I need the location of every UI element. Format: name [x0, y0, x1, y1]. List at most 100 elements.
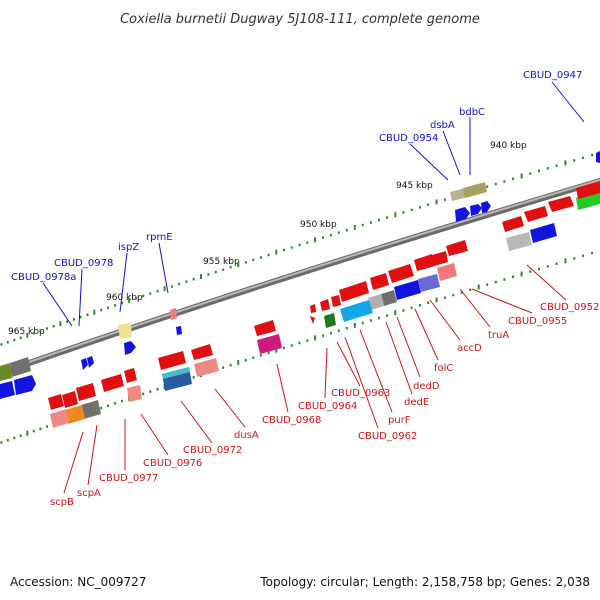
- label-cbud-0977[interactable]: CBUD_0977: [99, 473, 158, 484]
- gene-cbud-0947[interactable]: [596, 151, 600, 163]
- gene-dedd[interactable]: [388, 264, 414, 283]
- gene-scpb-pink[interactable]: [50, 409, 69, 428]
- gene-folc[interactable]: [414, 254, 435, 271]
- callout-cbud-0962: [344, 336, 379, 429]
- label-folc[interactable]: folC: [434, 363, 453, 374]
- gene-cbud-0962[interactable]: [340, 300, 373, 322]
- gene-cbud-0965[interactable]: [310, 304, 316, 313]
- label-cbud-0954[interactable]: CBUD_0954: [379, 133, 438, 144]
- gene-cbud-0950[interactable]: [576, 191, 600, 210]
- scale-tick: [469, 288, 472, 292]
- gene-cbud-0978[interactable]: [124, 341, 136, 355]
- label-dsba[interactable]: dsbA: [430, 120, 455, 131]
- gene-cbud-0955-blue[interactable]: [530, 223, 557, 243]
- label-cbud-0976[interactable]: CBUD_0976: [143, 458, 202, 469]
- label-rpme[interactable]: rpmE: [146, 232, 173, 243]
- label-scpa[interactable]: scpA: [77, 488, 101, 499]
- label-cbud-0962[interactable]: CBUD_0962: [358, 431, 417, 442]
- label-accd[interactable]: accD: [457, 343, 482, 354]
- scale-tick: [314, 335, 317, 341]
- gene-cbud-0964-green[interactable]: [324, 313, 336, 328]
- gene-cbud-0982-blue[interactable]: [14, 375, 36, 395]
- gene-cbud-0977[interactable]: [101, 374, 124, 392]
- scale-tick: [460, 291, 463, 294]
- gene-cbud-0976-pink[interactable]: [127, 385, 142, 402]
- gene-cbud-0980-grey[interactable]: [10, 357, 31, 377]
- label-cbud-0947[interactable]: CBUD_0947: [523, 70, 582, 81]
- scale-tick: [410, 306, 413, 310]
- label-cbud-0968[interactable]: CBUD_0968: [262, 415, 321, 426]
- label-trua[interactable]: truA: [488, 330, 509, 341]
- gene-cbud-0968-pink[interactable]: [257, 334, 282, 354]
- label-cbud-0978[interactable]: CBUD_0978: [54, 258, 113, 269]
- gene-cbud-0972-bar2[interactable]: [162, 367, 190, 379]
- label-ispz[interactable]: ispZ: [118, 242, 139, 253]
- gene-cbud-0954-top[interactable]: [463, 182, 487, 198]
- scale-tick: [546, 265, 549, 268]
- gene-cbud-0981-blue[interactable]: [0, 381, 15, 399]
- gene-bdbc[interactable]: [470, 204, 482, 216]
- gene-dusa-pink[interactable]: [194, 358, 219, 377]
- scale-tick: [386, 216, 389, 219]
- gene-cbud-0978a[interactable]: [81, 358, 88, 370]
- gene-purf-grey[interactable]: [368, 294, 384, 310]
- gene-accd[interactable]: [432, 251, 448, 266]
- label-cbud-0955[interactable]: CBUD_0955: [508, 316, 567, 327]
- scale-tick: [378, 316, 380, 320]
- gene-accd-alt[interactable]: [437, 263, 457, 281]
- scale-tick: [443, 296, 446, 299]
- gene-purf[interactable]: [339, 281, 369, 302]
- label-dedd[interactable]: dedD: [413, 381, 440, 392]
- callout-purf: [359, 329, 393, 413]
- scale-tick: [361, 223, 364, 227]
- gene-ispz[interactable]: [118, 323, 132, 339]
- gene-cbud-0972[interactable]: [158, 351, 186, 370]
- label-purf[interactable]: purF: [388, 415, 411, 426]
- label-scpb[interactable]: scpB: [50, 497, 74, 508]
- label-cbud-0963[interactable]: CBUD_0963: [331, 388, 390, 399]
- label-dusa[interactable]: dusA: [234, 430, 259, 441]
- gene-cbud-0976[interactable]: [124, 368, 137, 383]
- scale-tick: [322, 236, 324, 239]
- gene-dede-grey[interactable]: [381, 290, 397, 306]
- gene-cbud-0953r[interactable]: [502, 216, 524, 232]
- gene-folc-blue[interactable]: [418, 274, 440, 292]
- gene-trua[interactable]: [446, 240, 468, 256]
- gene-dsba[interactable]: [455, 207, 470, 222]
- gene-cbud-0979[interactable]: [48, 394, 64, 410]
- gene-dede[interactable]: [370, 273, 389, 290]
- gene-scpb[interactable]: [62, 391, 78, 408]
- gene-cbud-0968[interactable]: [254, 320, 276, 336]
- gene-scpa[interactable]: [76, 383, 96, 401]
- gene-cbud-0949[interactable]: [576, 181, 600, 199]
- label-cbud-0978a[interactable]: CBUD_0978a: [11, 272, 76, 283]
- scale-tick: [163, 286, 166, 292]
- label-cbud-0964[interactable]: CBUD_0964: [298, 401, 357, 412]
- label-bdbc[interactable]: bdbC: [459, 107, 485, 118]
- gene-cbud-0955-body[interactable]: [506, 232, 532, 251]
- callout-cbud-0968: [276, 363, 289, 413]
- gene-rpme[interactable]: [170, 308, 177, 320]
- gene-cbud-0952[interactable]: [524, 206, 548, 222]
- gene-cbud-0964[interactable]: [320, 299, 330, 311]
- gene-cbud-0966[interactable]: [310, 316, 315, 324]
- gene-dedd-blue[interactable]: [394, 280, 421, 300]
- label-dede[interactable]: dedE: [404, 397, 429, 408]
- gene-scpa-grey[interactable]: [81, 400, 101, 419]
- gene-cbud-0978b[interactable]: [87, 356, 94, 368]
- label-cbud-0972[interactable]: CBUD_0972: [183, 445, 242, 456]
- gene-cbud-0951[interactable]: [548, 196, 574, 212]
- scale-tick: [314, 237, 317, 243]
- scale-tick: [6, 439, 9, 442]
- gene-cbud-0975[interactable]: [176, 326, 182, 335]
- gene-cbud-0953[interactable]: [481, 201, 491, 213]
- gene-dusa[interactable]: [191, 344, 213, 360]
- gene-cbud-0980-green[interactable]: [0, 363, 12, 381]
- label-cbud-0952[interactable]: CBUD_0952: [540, 302, 599, 313]
- scale-tick: [114, 304, 117, 307]
- gene-cbud-0963[interactable]: [331, 295, 341, 307]
- scale-tick: [100, 308, 103, 312]
- scale-tick: [59, 321, 62, 327]
- scale-tick: [418, 206, 421, 209]
- gene-scpb-orange[interactable]: [65, 405, 85, 424]
